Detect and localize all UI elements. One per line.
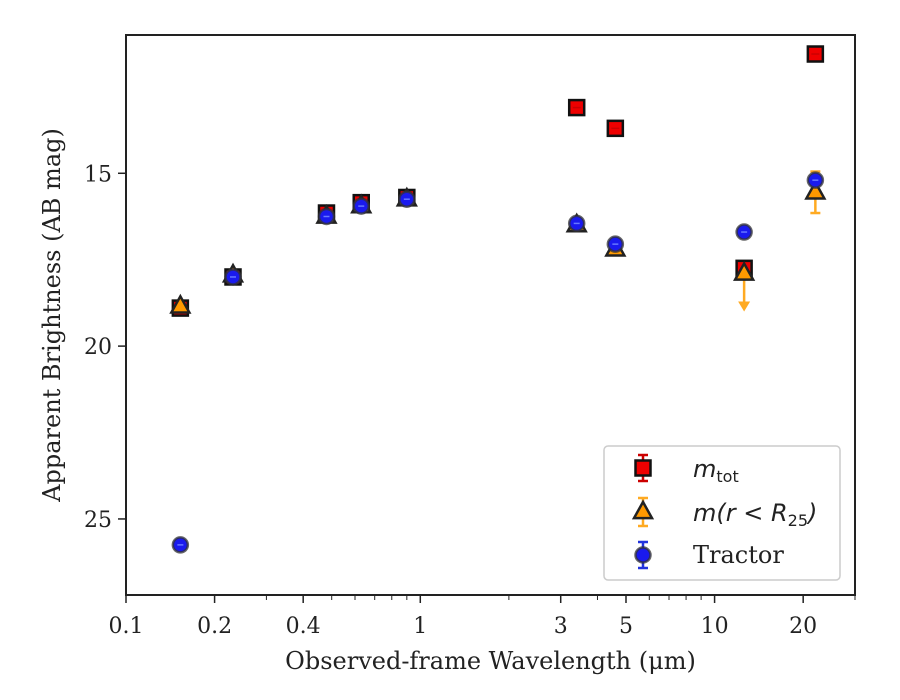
data-point-m-tot xyxy=(806,45,825,63)
data-point-m-r25 xyxy=(169,293,192,314)
x-tick-label: 20 xyxy=(789,614,817,639)
chart-axes: 0.1 0.2 0.4 1 3 5 10 20 15 20 25 xyxy=(84,34,856,639)
data-point-tractor xyxy=(806,171,825,189)
x-tick-label: 3 xyxy=(554,614,568,639)
legend-label-tractor: Tractor xyxy=(693,541,784,569)
data-point-tractor xyxy=(352,197,370,215)
data-point-tractor xyxy=(606,235,625,253)
square-marker xyxy=(634,459,652,477)
data-point-m-tot xyxy=(567,98,586,117)
circle-marker xyxy=(634,546,652,564)
x-tick-label: 1 xyxy=(413,614,427,639)
y-axis-label: Apparent Brightness (AB mag) xyxy=(38,128,66,503)
data-point-tractor xyxy=(398,190,416,208)
triangle-marker xyxy=(804,179,827,200)
y-tick-label: 25 xyxy=(84,508,112,533)
x-axis-label: Observed-frame Wavelength (μm) xyxy=(285,647,696,675)
legend-entry-tractor: Tractor xyxy=(634,540,784,570)
data-point-m-r25 xyxy=(733,260,756,312)
legend-label-m-r25: m(r < R25) xyxy=(693,499,817,530)
x-tick-label: 0.1 xyxy=(109,614,144,639)
legend-label-m-tot: mtot xyxy=(693,455,739,486)
triangle-marker xyxy=(631,499,655,520)
y-tick-label: 20 xyxy=(84,335,112,360)
data-point-tractor xyxy=(567,214,586,233)
legend-box xyxy=(603,445,841,581)
triangle-marker xyxy=(733,260,756,281)
legend: mtot m(r < R25) Tractor xyxy=(603,445,841,581)
data-point-tractor xyxy=(735,223,753,241)
triangle-marker xyxy=(169,293,192,314)
x-tick-label: 5 xyxy=(619,614,633,639)
x-tick-label: 0.4 xyxy=(286,614,321,639)
data-point-m-tot xyxy=(606,119,625,138)
upper-limit-arrow xyxy=(738,301,751,312)
chart-marks xyxy=(169,45,827,554)
legend-entry-m-r25: m(r < R25) xyxy=(631,496,817,530)
plot-frame xyxy=(125,34,856,596)
x-tick-label: 10 xyxy=(701,614,729,639)
y-tick-label: 15 xyxy=(84,162,112,187)
legend-entry-m-tot: mtot xyxy=(634,453,739,486)
data-point-tractor xyxy=(171,536,190,554)
data-point-tractor xyxy=(224,268,242,286)
data-point-tractor xyxy=(317,207,336,226)
x-tick-label: 0.2 xyxy=(197,614,232,639)
